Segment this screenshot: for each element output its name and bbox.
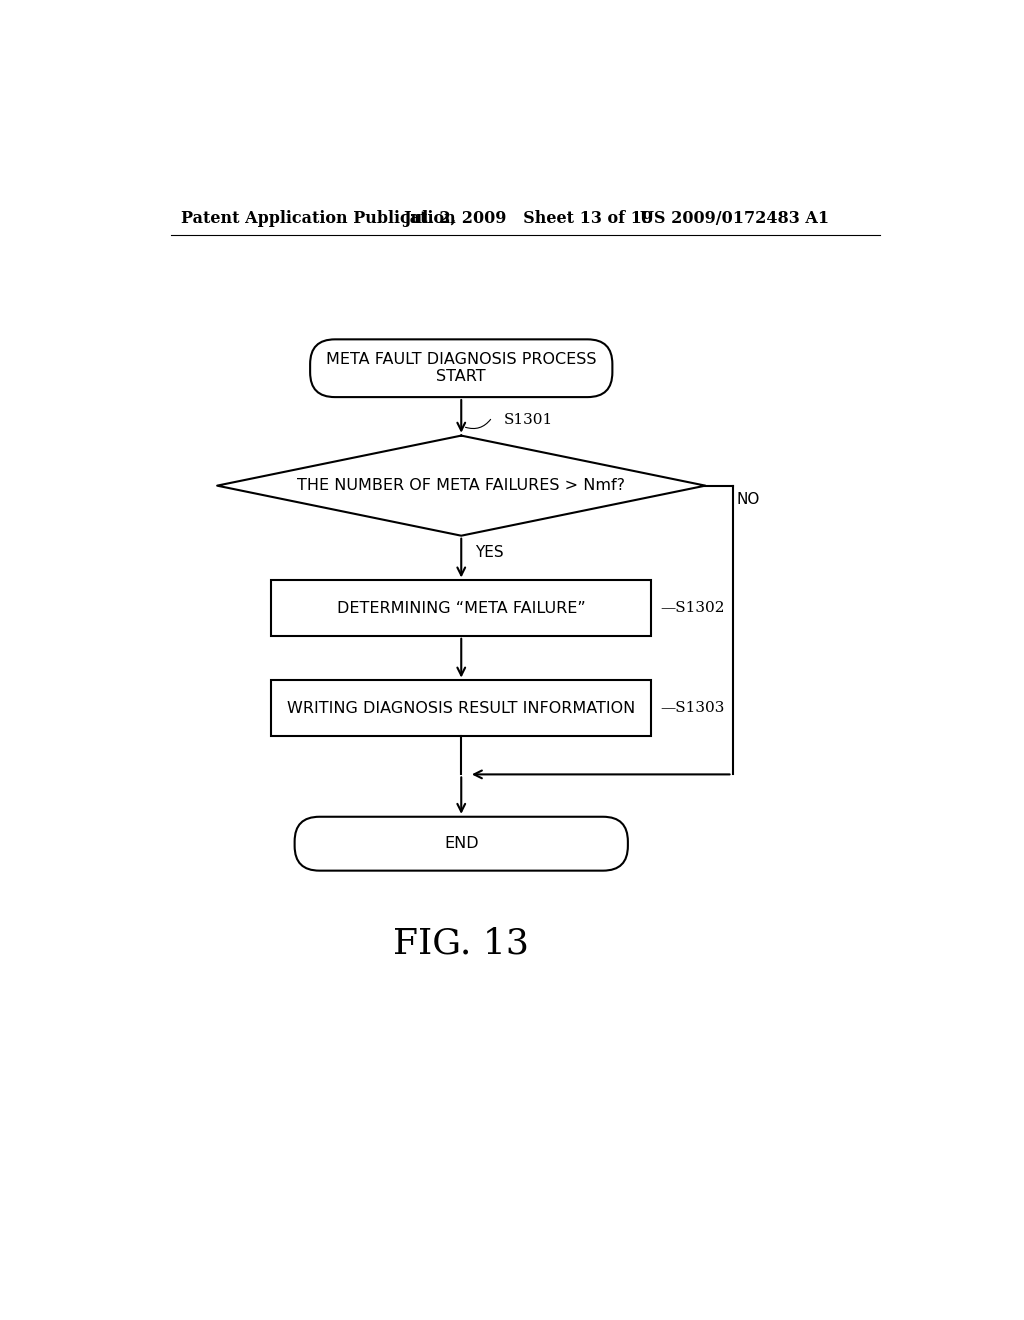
FancyBboxPatch shape (295, 817, 628, 871)
Text: FIG. 13: FIG. 13 (393, 927, 529, 961)
Text: Jul. 2, 2009   Sheet 13 of 19: Jul. 2, 2009 Sheet 13 of 19 (403, 210, 653, 227)
Text: —S1303: —S1303 (660, 701, 725, 715)
Text: US 2009/0172483 A1: US 2009/0172483 A1 (640, 210, 828, 227)
FancyBboxPatch shape (271, 681, 651, 737)
Text: DETERMINING “META FAILURE”: DETERMINING “META FAILURE” (337, 601, 586, 615)
Text: WRITING DIAGNOSIS RESULT INFORMATION: WRITING DIAGNOSIS RESULT INFORMATION (287, 701, 635, 715)
Text: META FAULT DIAGNOSIS PROCESS
START: META FAULT DIAGNOSIS PROCESS START (326, 352, 597, 384)
FancyBboxPatch shape (310, 339, 612, 397)
Text: —S1302: —S1302 (660, 601, 725, 615)
Text: NO: NO (736, 492, 760, 507)
Text: Patent Application Publication: Patent Application Publication (180, 210, 456, 227)
Polygon shape (217, 436, 706, 536)
Text: THE NUMBER OF META FAILURES > Nmf?: THE NUMBER OF META FAILURES > Nmf? (297, 478, 626, 494)
FancyBboxPatch shape (271, 581, 651, 636)
Text: YES: YES (475, 545, 504, 560)
Text: S1301: S1301 (504, 413, 553, 428)
Text: END: END (444, 836, 478, 851)
